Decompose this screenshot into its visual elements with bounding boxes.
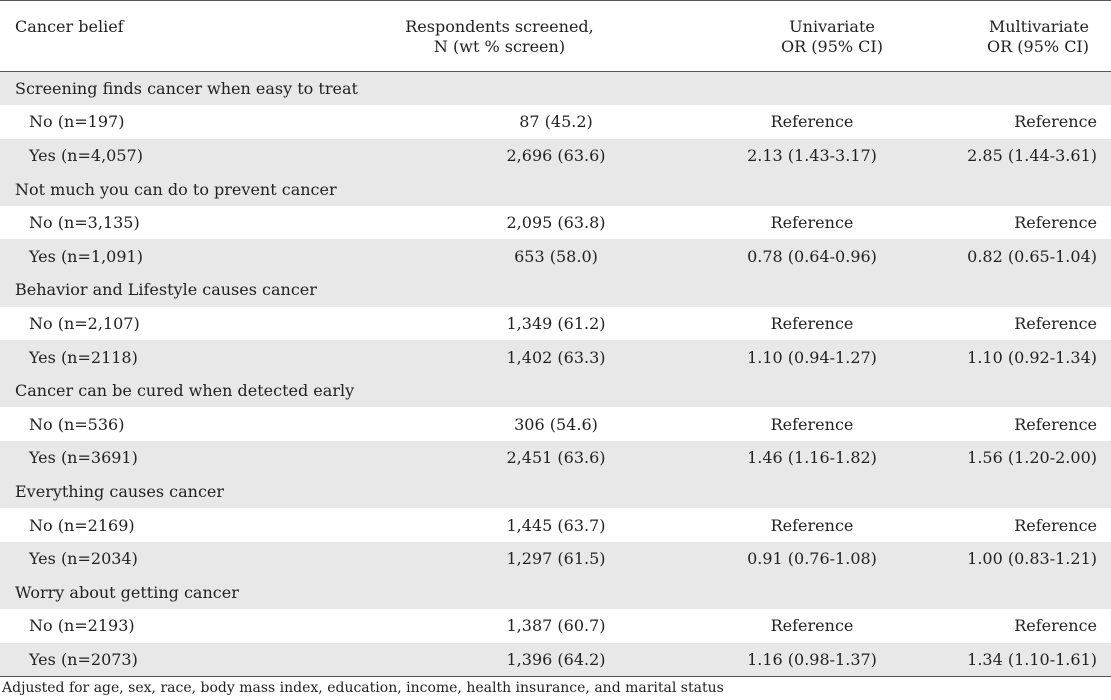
univariate-or-cell: Reference: [770, 515, 854, 535]
univariate-or-cell: 0.91 (0.76-1.08): [712, 541, 912, 576]
header-belief-text: Cancer belief: [15, 17, 124, 36]
group-title: Cancer can be cured when detected early: [0, 373, 1111, 408]
univariate-or-cell: Reference: [770, 213, 854, 233]
table-row: Yes (n=4,057) 2,696 (63.6) 2.13 (1.43-3.17…: [0, 138, 1111, 173]
header-screened-line2: N (wt % screen): [433, 37, 566, 56]
respondents-screened-cell: 1,402 (63.3): [360, 340, 712, 374]
row-label: No (n=2193): [29, 616, 135, 636]
header-cancer-belief: Cancer belief: [0, 0, 360, 72]
group-title: Everything causes cancer: [0, 474, 1111, 509]
row-label: No (n=197): [29, 112, 125, 132]
table-row: No (n=2193) 1,387 (60.7) Reference Referenc…: [0, 609, 1111, 643]
group-header-row: Behavior and Lifestyle causes cancer: [0, 273, 1111, 307]
multivariate-or-cell: 1.34 (1.10-1.61): [912, 642, 1111, 677]
header-univariate: Univariate OR (95% CI): [712, 0, 912, 72]
multivariate-or-cell: 2.85 (1.44-3.61): [912, 138, 1111, 173]
group-header-row: Cancer can be cured when detected early: [0, 373, 1111, 408]
table-row: Yes (n=2034) 1,297 (61.5) 0.91 (0.76-1.08)…: [0, 541, 1111, 576]
header-screened-line1: Respondents screened,: [405, 17, 594, 36]
univariate-or-cell: Reference: [770, 313, 854, 333]
row-label: No (n=536): [29, 414, 125, 434]
multivariate-or-cell: Reference: [1014, 213, 1097, 233]
univariate-or-cell: 1.10 (0.94-1.27): [712, 340, 912, 374]
univariate-or-cell: Reference: [770, 414, 854, 434]
respondents-screened-cell: 2,451 (63.6): [360, 441, 712, 475]
univariate-or-cell: 2.13 (1.43-3.17): [712, 138, 912, 173]
group-title: Behavior and Lifestyle causes cancer: [0, 273, 1111, 307]
table-row: No (n=536) 306 (54.6) Reference Reference: [0, 407, 1111, 441]
respondents-screened-cell: 2,095 (63.8): [506, 213, 606, 233]
multivariate-or-cell: Reference: [1014, 515, 1097, 535]
respondents-screened-cell: 1,445 (63.7): [506, 515, 606, 535]
multivariate-or-cell: Reference: [1014, 616, 1097, 636]
respondents-screened-cell: 87 (45.2): [519, 112, 593, 132]
cancer-belief-table: Cancer belief Respondents screened, N (w…: [0, 0, 1111, 677]
table-row: No (n=2169) 1,445 (63.7) Reference Referenc…: [0, 508, 1111, 542]
table-row: Yes (n=2118) 1,402 (63.3) 1.10 (0.94-1.27)…: [0, 340, 1111, 374]
multivariate-or-cell: 1.10 (0.92-1.34): [912, 340, 1111, 374]
header-uni-line2: OR (95% CI): [781, 37, 883, 56]
row-label: Yes (n=1,091): [0, 239, 360, 274]
respondents-screened-cell: 1,396 (64.2): [360, 642, 712, 677]
row-label: Yes (n=3691): [0, 441, 360, 475]
row-label: No (n=2169): [29, 515, 135, 535]
table-row: No (n=197) 87 (45.2) Reference Reference: [0, 105, 1111, 139]
group-title: Not much you can do to prevent cancer: [0, 172, 1111, 206]
header-multi-line2: OR (95% CI): [987, 37, 1089, 56]
respondents-screened-cell: 653 (58.0): [360, 239, 712, 274]
group-title: Screening finds cancer when easy to trea…: [0, 71, 1111, 106]
header-multi-line1: Multivariate: [988, 17, 1089, 36]
multivariate-or-cell: 1.00 (0.83-1.21): [912, 541, 1111, 576]
univariate-or-cell: 0.78 (0.64-0.96): [712, 239, 912, 274]
header-multivariate: Multivariate OR (95% CI): [912, 0, 1111, 72]
multivariate-or-cell: 1.56 (1.20-2.00): [912, 441, 1111, 475]
multivariate-or-cell: 0.82 (0.65-1.04): [912, 239, 1111, 274]
table-row: Yes (n=3691) 2,451 (63.6) 1.46 (1.16-1.82)…: [0, 441, 1111, 475]
respondents-screened-cell: 1,297 (61.5): [360, 541, 712, 576]
multivariate-or-cell: Reference: [1014, 313, 1097, 333]
row-label: No (n=2,107): [29, 313, 140, 333]
row-label: Yes (n=4,057): [0, 138, 360, 173]
table-row: No (n=3,135) 2,095 (63.8) Reference Referen…: [0, 206, 1111, 240]
univariate-or-cell: 1.16 (0.98-1.37): [712, 642, 912, 677]
univariate-or-cell: 1.46 (1.16-1.82): [712, 441, 912, 475]
header-respondents-screened: Respondents screened, N (wt % screen): [360, 0, 712, 72]
row-label: Yes (n=2118): [0, 340, 360, 374]
row-label: Yes (n=2073): [0, 642, 360, 677]
multivariate-or-cell: Reference: [1014, 414, 1097, 434]
group-header-row: Not much you can do to prevent cancer: [0, 172, 1111, 206]
group-header-row: Everything causes cancer: [0, 474, 1111, 509]
respondents-screened-cell: 1,387 (60.7): [506, 616, 606, 636]
group-header-row: Worry about getting cancer: [0, 575, 1111, 609]
header-uni-line1: Univariate: [789, 17, 875, 36]
row-label: Yes (n=2034): [0, 541, 360, 576]
table-footnote: Adjusted for age, sex, race, body mass i…: [2, 679, 724, 696]
row-label: No (n=3,135): [29, 213, 140, 233]
multivariate-or-cell: Reference: [1014, 112, 1097, 132]
group-title: Worry about getting cancer: [0, 575, 1111, 609]
univariate-or-cell: Reference: [770, 616, 854, 636]
univariate-or-cell: Reference: [770, 112, 854, 132]
table-header-row: Cancer belief Respondents screened, N (w…: [0, 0, 1111, 72]
table-row: Yes (n=1,091) 653 (58.0) 0.78 (0.64-0.96) 0…: [0, 239, 1111, 274]
table-row: Yes (n=2073) 1,396 (64.2) 1.16 (0.98-1.37)…: [0, 642, 1111, 677]
respondents-screened-cell: 1,349 (61.2): [506, 313, 606, 333]
table-row: No (n=2,107) 1,349 (61.2) Reference Referen…: [0, 307, 1111, 341]
table-body: Screening finds cancer when easy to trea…: [0, 71, 1111, 677]
group-header-row: Screening finds cancer when easy to trea…: [0, 71, 1111, 106]
respondents-screened-cell: 306 (54.6): [514, 414, 598, 434]
respondents-screened-cell: 2,696 (63.6): [360, 138, 712, 173]
